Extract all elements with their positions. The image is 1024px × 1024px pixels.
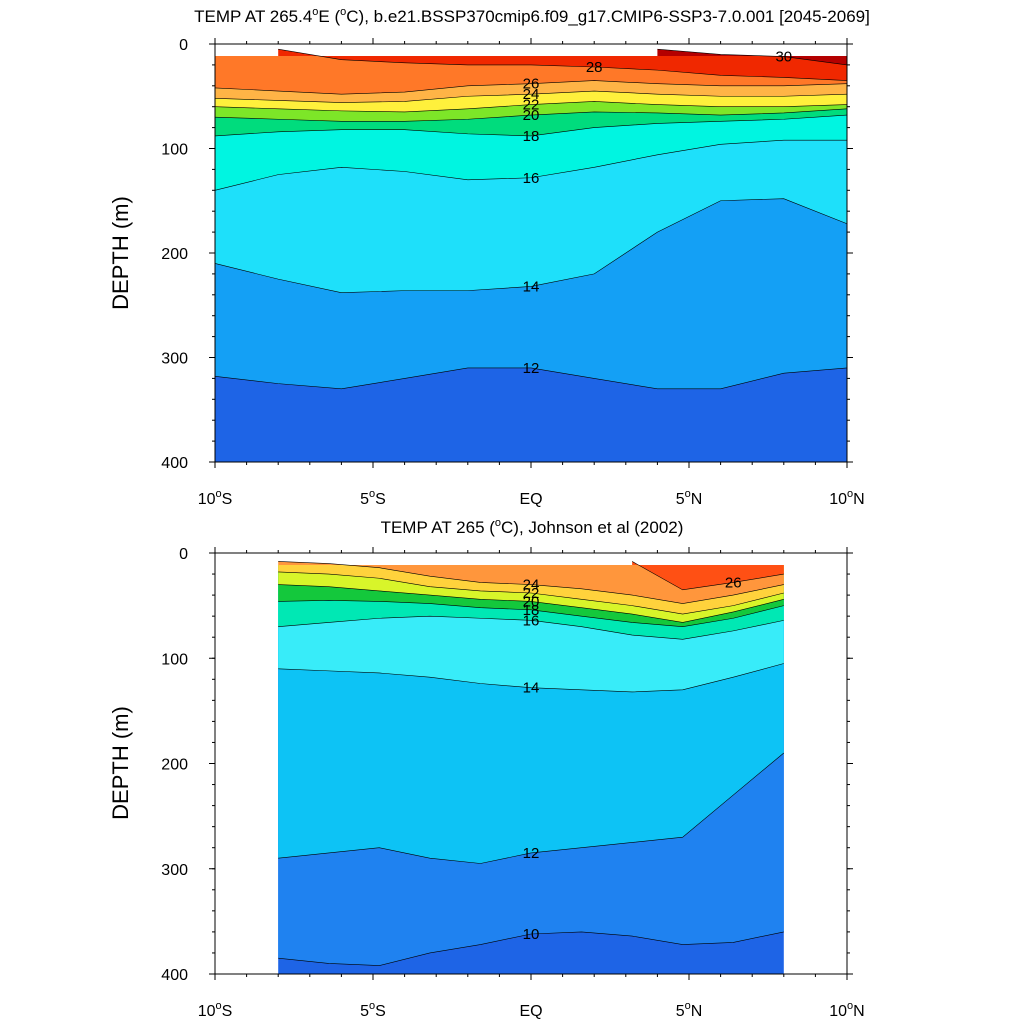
contour-label-30: 30 xyxy=(775,49,792,66)
isotherm-16 xyxy=(278,615,784,640)
x-tick-label: 5oN xyxy=(676,488,703,508)
chart-title-observations: TEMP AT 265 (oC), Johnson et al (2002) xyxy=(381,517,684,537)
contour-label-24: 24 xyxy=(523,86,540,103)
isotherm-18 xyxy=(214,114,848,137)
x-tick-label: EQ xyxy=(519,1003,542,1020)
x-tick-label: 10oN xyxy=(829,1000,864,1020)
isotherm-12 xyxy=(278,752,784,864)
x-tick-label: 5oN xyxy=(676,1000,703,1020)
y-tick-label-200: 200 xyxy=(161,246,188,263)
isotherm-22 xyxy=(214,101,848,113)
isotherm-24 xyxy=(214,90,848,103)
x-tick-label: 5oS xyxy=(360,488,386,508)
contour-label-12: 12 xyxy=(523,360,540,377)
y-axis-model: 0 100 200 300 400 xyxy=(161,37,853,472)
isotherm-26 xyxy=(214,80,848,95)
contour-label-16: 16 xyxy=(523,170,540,187)
contour-label-28: 28 xyxy=(586,59,603,76)
contour-label-22: 22 xyxy=(523,97,540,114)
isotherm-20 xyxy=(278,584,784,623)
y-axis-observations: 0 100 200 300 400 xyxy=(161,546,853,984)
contour-label-20: 20 xyxy=(523,107,540,124)
isotherm-28 xyxy=(278,48,848,81)
y-tick-label-400: 400 xyxy=(161,967,188,984)
x-tick-label: 10oS xyxy=(198,1000,233,1020)
isotherm-30 xyxy=(657,48,848,66)
chart-panel-model: TEMP AT 265.4oE (oC), b.e21.BSSP370cmip6… xyxy=(108,6,870,508)
contour-label-18: 18 xyxy=(523,602,540,619)
y-axis-title-observations: DEPTH (m) xyxy=(108,706,133,820)
y-tick-label-300: 300 xyxy=(161,862,188,879)
contour-label-14: 14 xyxy=(523,278,540,295)
isotherm-14 xyxy=(278,663,784,693)
chart-panel-observations: TEMP AT 265 (oC), Johnson et al (2002) 2… xyxy=(108,517,865,1020)
x-axis-observations: 10oS 5oS EQ 5oN 10oN xyxy=(198,547,865,1020)
contour-label-10: 10 xyxy=(523,926,540,943)
contour-label-14: 14 xyxy=(523,680,540,697)
isotherm-26 xyxy=(631,561,784,591)
y-tick-label-0: 0 xyxy=(179,37,188,54)
y-tick-label-100: 100 xyxy=(161,142,188,159)
x-tick-label: 10oN xyxy=(829,488,864,508)
y-tick-label-400: 400 xyxy=(161,455,188,472)
y-axis-title-model: DEPTH (m) xyxy=(108,196,133,310)
contour-label-26: 26 xyxy=(523,76,540,93)
contour-label-26: 26 xyxy=(725,574,742,591)
isotherm-10 xyxy=(278,931,784,966)
isotherm-18 xyxy=(278,600,784,627)
temperature-band-26 xyxy=(632,561,784,590)
contour-label-16: 16 xyxy=(523,612,540,629)
isotherm-20 xyxy=(214,108,848,122)
x-tick-label: EQ xyxy=(519,491,542,508)
isotherm-16 xyxy=(214,139,847,191)
contour-label-20: 20 xyxy=(523,593,540,610)
isotherm-22 xyxy=(278,571,784,615)
x-tick-label: 10oS xyxy=(198,488,233,508)
contour-label-18: 18 xyxy=(523,128,540,145)
x-tick-label: 5oS xyxy=(360,1000,386,1020)
contour-label-12: 12 xyxy=(523,845,540,862)
y-tick-label-0: 0 xyxy=(179,546,188,563)
temperature-band-28 xyxy=(278,49,847,81)
y-tick-label-100: 100 xyxy=(161,651,188,668)
isotherm-12 xyxy=(214,367,848,390)
contour-label-22: 22 xyxy=(523,585,540,602)
y-tick-label-300: 300 xyxy=(161,351,188,368)
chart-title-model: TEMP AT 265.4oE (oC), b.e21.BSSP370cmip6… xyxy=(194,6,870,26)
isotherm-24 xyxy=(278,561,784,604)
isotherm-14 xyxy=(214,198,848,294)
temperature-band-30 xyxy=(657,49,847,65)
x-axis-model: 10oS 5oS EQ 5oN 10oN xyxy=(198,38,865,508)
contour-label-24: 24 xyxy=(523,577,540,594)
y-tick-label-200: 200 xyxy=(161,757,188,774)
